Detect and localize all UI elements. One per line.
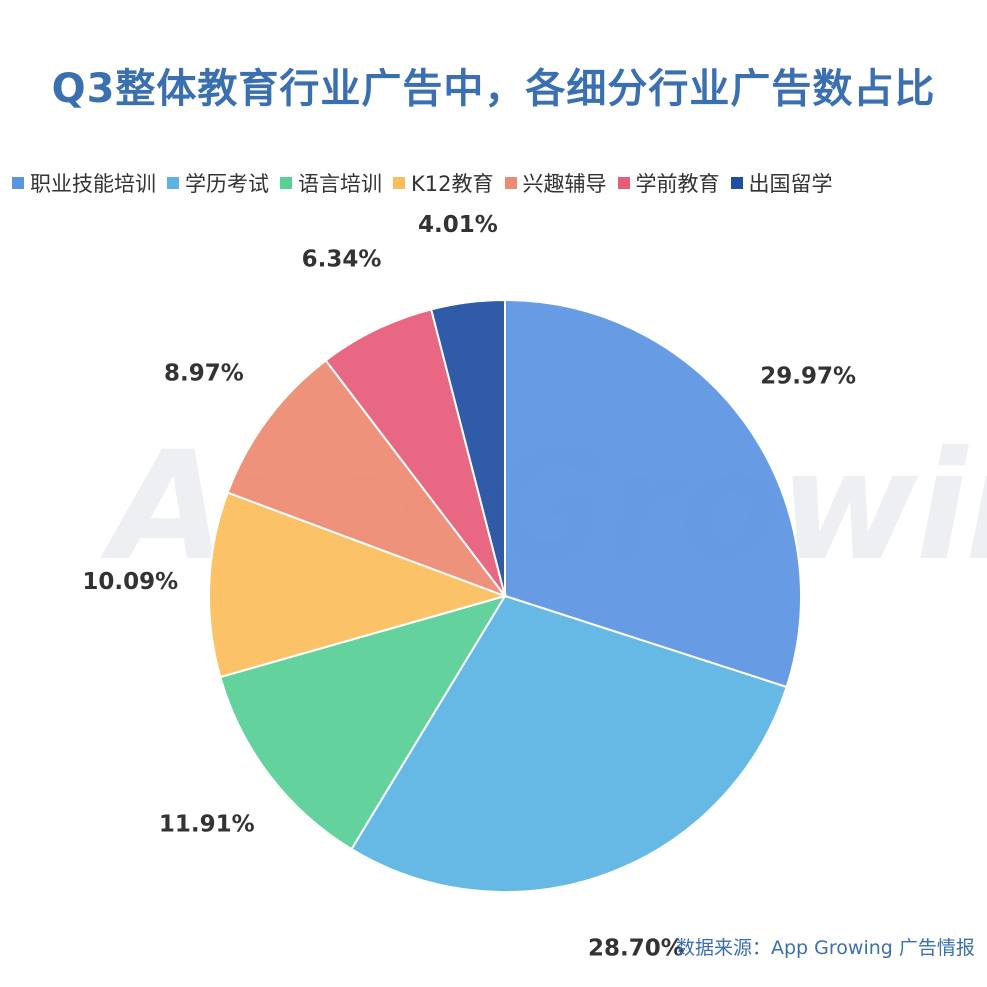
- slice-value-label: 6.34%: [302, 247, 382, 273]
- legend-swatch: [12, 177, 24, 189]
- legend-item: 职业技能培训: [12, 168, 156, 198]
- pie-slice: [429, 298, 506, 597]
- pie-slice: [324, 308, 506, 597]
- legend-label: 学前教育: [635, 172, 720, 196]
- legend-label: 语言培训: [298, 172, 382, 196]
- legend-swatch: [730, 177, 743, 189]
- slice-value-label: 4.01%: [418, 212, 498, 238]
- pie-slice: [226, 359, 508, 599]
- legend-item: 学历考试: [167, 168, 269, 198]
- legend-swatch: [393, 177, 405, 189]
- slice-value-label: 10.09%: [82, 569, 178, 595]
- legend-item: 出国留学: [730, 168, 833, 198]
- legend-item: 学前教育: [617, 168, 720, 198]
- legend-label: K12教育: [411, 172, 494, 196]
- slice-value-label: 29.97%: [760, 363, 856, 389]
- pie-slice: [208, 491, 509, 679]
- pie-slice: [219, 594, 508, 851]
- chart-title: Q3整体教育行业广告中，各细分行业广告数占比: [51, 66, 936, 112]
- slice-value-label: 28.70%: [588, 935, 684, 961]
- legend-swatch: [280, 177, 292, 189]
- pie-slice: [504, 298, 802, 689]
- slice-value-label: 8.97%: [164, 360, 244, 386]
- slice-value-label: 11.91%: [159, 811, 255, 837]
- legend-swatch: [504, 177, 517, 189]
- legend-swatch: [167, 177, 179, 189]
- legend-label: 学历考试: [185, 172, 269, 196]
- legend-label: 职业技能培训: [30, 172, 156, 196]
- legend-label: 兴趣辅导: [522, 172, 607, 196]
- legend-label: 出国留学: [748, 172, 833, 196]
- legend-item: K12教育: [393, 168, 494, 198]
- source-note: 数据来源：App Growing 广告情报: [676, 937, 975, 959]
- legend-item: 语言培训: [280, 168, 382, 198]
- legend: 职业技能培训 学历考试 语言培训 K12教育 兴趣辅导 学前教育 出国留学: [12, 168, 982, 198]
- legend-swatch: [617, 177, 630, 189]
- legend-item: 兴趣辅导: [504, 168, 607, 198]
